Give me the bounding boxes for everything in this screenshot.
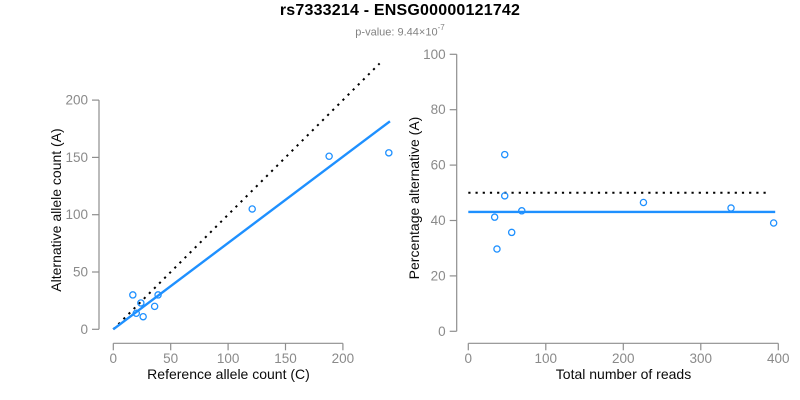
- right-data-point: [727, 204, 735, 212]
- left-data-point: [129, 291, 137, 299]
- left-y-tick-label: 100: [65, 207, 88, 222]
- right-x-tick-label: 100: [535, 351, 558, 366]
- right-data-point: [769, 219, 778, 227]
- left-data-point: [132, 309, 141, 318]
- right-y-tick-label: 80: [431, 102, 446, 117]
- right-data-point: [507, 228, 516, 237]
- right-x-tick-label: 0: [465, 351, 473, 366]
- left-data-point: [154, 291, 162, 299]
- left-data-point: [385, 149, 393, 157]
- left-x-tick-label: 100: [217, 351, 240, 366]
- right-y-tick-label: 20: [431, 268, 446, 283]
- left-data-point: [325, 152, 333, 161]
- left-y-tick-label: 200: [65, 93, 88, 108]
- fit-line: [112, 120, 391, 331]
- right-xaxis-title: Total number of reads: [555, 366, 692, 382]
- left-x-tick-label: 50: [163, 351, 178, 366]
- left-yaxis-title: Alternative allele count (A): [48, 128, 64, 292]
- right-data-point: [490, 213, 499, 221]
- right-data-point: [500, 150, 509, 159]
- left-x-tick-label: 0: [110, 351, 118, 366]
- left-y-tick-label: 50: [73, 265, 88, 280]
- right-data-point: [500, 192, 509, 200]
- right-x-tick-label: 400: [767, 351, 790, 366]
- right-data-point: [518, 207, 526, 215]
- right-x-tick-label: 300: [690, 351, 713, 366]
- left-data-point: [150, 302, 159, 311]
- left-y-tick-label: 150: [65, 150, 88, 165]
- pvalue-exponent: -7: [437, 23, 445, 32]
- right-x-tick-label: 200: [612, 351, 635, 366]
- identity-line: [112, 62, 381, 331]
- left-data-point: [248, 205, 256, 213]
- page-title: rs7333214 - ENSG00000121742: [279, 2, 521, 19]
- pvalue-subtitle: p-value: 9.44×10-7: [0, 23, 800, 39]
- right-y-tick-label: 60: [431, 158, 446, 173]
- right-y-tick-label: 100: [423, 47, 446, 62]
- left-data-point: [137, 299, 145, 307]
- pvalue-text: p-value: 9.44×10: [355, 26, 438, 39]
- right-y-tick-label: 40: [431, 213, 446, 228]
- left-xaxis-title: Reference allele count (C): [147, 366, 310, 382]
- right-data-point: [493, 245, 501, 253]
- left-x-tick-label: 200: [332, 351, 355, 366]
- right-yaxis-title: Percentage alternative (A): [406, 116, 422, 280]
- right-y-tick-label: 0: [438, 324, 446, 339]
- left-data-point: [139, 312, 147, 321]
- left-y-tick-label: 0: [80, 322, 88, 337]
- right-data-point: [639, 198, 648, 207]
- left-x-tick-label: 150: [274, 351, 297, 366]
